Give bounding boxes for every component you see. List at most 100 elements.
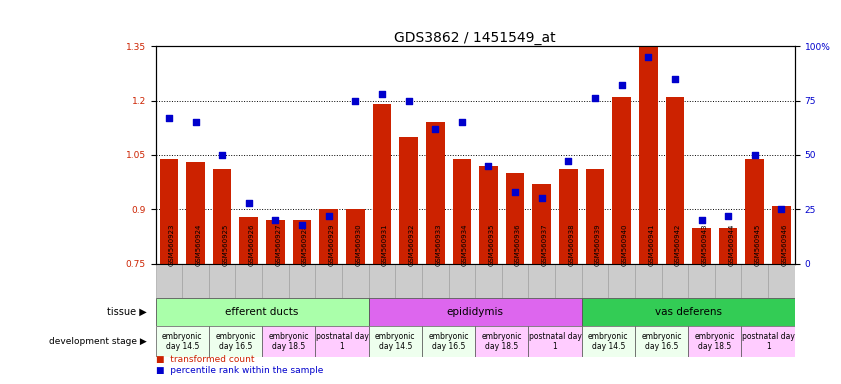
Point xyxy=(375,91,389,97)
Text: GSM560938: GSM560938 xyxy=(569,223,574,265)
FancyBboxPatch shape xyxy=(582,264,608,298)
Bar xyxy=(160,159,178,264)
FancyBboxPatch shape xyxy=(715,264,742,298)
Text: development stage ▶: development stage ▶ xyxy=(50,337,147,346)
FancyBboxPatch shape xyxy=(342,264,368,298)
Text: tissue ▶: tissue ▶ xyxy=(108,307,147,317)
FancyBboxPatch shape xyxy=(448,264,475,298)
Bar xyxy=(612,97,631,264)
Text: embryonic
day 16.5: embryonic day 16.5 xyxy=(642,332,682,351)
Text: GSM560937: GSM560937 xyxy=(542,223,547,265)
FancyBboxPatch shape xyxy=(688,326,742,357)
Text: GSM560929: GSM560929 xyxy=(329,223,335,265)
Bar xyxy=(320,209,338,264)
Bar xyxy=(479,166,498,264)
Bar xyxy=(186,162,205,264)
FancyBboxPatch shape xyxy=(608,264,635,298)
Point xyxy=(748,152,762,158)
FancyBboxPatch shape xyxy=(582,326,635,357)
FancyBboxPatch shape xyxy=(768,264,795,298)
FancyBboxPatch shape xyxy=(422,264,448,298)
Text: GSM560941: GSM560941 xyxy=(648,223,654,265)
Text: embryonic
day 14.5: embryonic day 14.5 xyxy=(375,332,415,351)
Bar xyxy=(772,206,791,264)
FancyBboxPatch shape xyxy=(209,264,235,298)
Text: ■  transformed count: ■ transformed count xyxy=(156,355,254,364)
Text: GSM560930: GSM560930 xyxy=(355,223,362,265)
FancyBboxPatch shape xyxy=(262,264,288,298)
Bar xyxy=(426,122,445,264)
Bar xyxy=(399,137,418,264)
Point xyxy=(348,98,362,104)
Point xyxy=(588,95,601,101)
FancyBboxPatch shape xyxy=(502,264,528,298)
FancyBboxPatch shape xyxy=(368,298,582,326)
Point xyxy=(535,195,548,202)
Point xyxy=(295,222,309,228)
Bar xyxy=(692,228,711,264)
Bar xyxy=(266,220,285,264)
Bar xyxy=(639,46,658,264)
Text: GSM560939: GSM560939 xyxy=(595,223,601,265)
Text: embryonic
day 14.5: embryonic day 14.5 xyxy=(162,332,203,351)
FancyBboxPatch shape xyxy=(475,326,528,357)
Bar xyxy=(559,169,578,264)
Point xyxy=(668,76,681,82)
Text: embryonic
day 14.5: embryonic day 14.5 xyxy=(588,332,628,351)
FancyBboxPatch shape xyxy=(368,264,395,298)
Text: GSM560928: GSM560928 xyxy=(302,223,308,265)
Text: GSM560943: GSM560943 xyxy=(701,223,707,265)
FancyBboxPatch shape xyxy=(262,326,315,357)
FancyBboxPatch shape xyxy=(528,264,555,298)
Text: GSM560936: GSM560936 xyxy=(515,223,521,265)
Text: GSM560935: GSM560935 xyxy=(489,223,495,265)
Text: GSM560923: GSM560923 xyxy=(169,223,175,265)
FancyBboxPatch shape xyxy=(315,264,342,298)
Point xyxy=(642,54,655,60)
FancyBboxPatch shape xyxy=(209,326,262,357)
Point xyxy=(402,98,415,104)
FancyBboxPatch shape xyxy=(635,326,688,357)
Point xyxy=(455,119,468,125)
Text: GSM560934: GSM560934 xyxy=(462,223,468,265)
FancyBboxPatch shape xyxy=(742,264,768,298)
FancyBboxPatch shape xyxy=(288,264,315,298)
Text: GSM560945: GSM560945 xyxy=(755,223,761,265)
Bar xyxy=(665,97,685,264)
Text: GSM560933: GSM560933 xyxy=(436,223,442,265)
Text: embryonic
day 16.5: embryonic day 16.5 xyxy=(215,332,256,351)
Bar xyxy=(505,173,525,264)
Text: postnatal day
1: postnatal day 1 xyxy=(529,332,581,351)
FancyBboxPatch shape xyxy=(688,264,715,298)
Point xyxy=(162,115,176,121)
Point xyxy=(428,126,442,132)
Text: embryonic
day 18.5: embryonic day 18.5 xyxy=(268,332,309,351)
Point xyxy=(695,217,708,223)
Text: ■  percentile rank within the sample: ■ percentile rank within the sample xyxy=(156,366,323,375)
Text: GSM560924: GSM560924 xyxy=(195,223,202,265)
Text: epididymis: epididymis xyxy=(447,307,504,317)
Point xyxy=(322,213,336,219)
FancyBboxPatch shape xyxy=(635,264,662,298)
FancyBboxPatch shape xyxy=(555,264,582,298)
Text: efferent ducts: efferent ducts xyxy=(225,307,299,317)
FancyBboxPatch shape xyxy=(368,326,422,357)
Bar xyxy=(745,159,764,264)
FancyBboxPatch shape xyxy=(182,264,209,298)
Point xyxy=(508,189,521,195)
FancyBboxPatch shape xyxy=(395,264,422,298)
Bar xyxy=(293,220,311,264)
Bar xyxy=(213,169,231,264)
Bar xyxy=(240,217,258,264)
Text: GSM560926: GSM560926 xyxy=(249,223,255,265)
Text: GSM560925: GSM560925 xyxy=(222,223,228,265)
Point xyxy=(188,119,202,125)
FancyBboxPatch shape xyxy=(235,264,262,298)
FancyBboxPatch shape xyxy=(156,326,209,357)
FancyBboxPatch shape xyxy=(422,326,475,357)
FancyBboxPatch shape xyxy=(742,326,795,357)
Point xyxy=(242,200,256,206)
Bar xyxy=(373,104,391,264)
Bar xyxy=(346,209,365,264)
Text: GSM560940: GSM560940 xyxy=(621,223,627,265)
